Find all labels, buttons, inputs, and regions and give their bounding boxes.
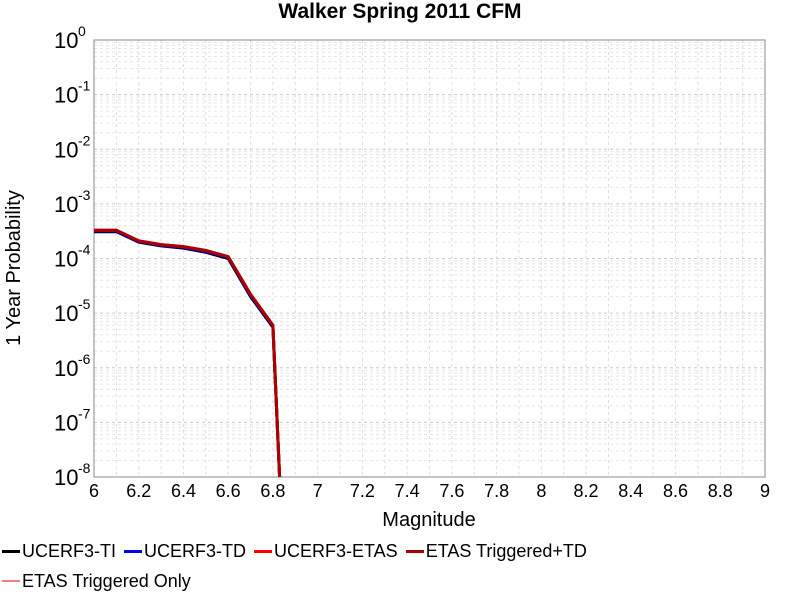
y-tick-exponent: -5 (78, 296, 91, 312)
y-tick-base: 10 (54, 137, 78, 162)
x-tick-label: 7.4 (395, 481, 420, 501)
x-tick-label: 7 (313, 481, 323, 501)
legend: UCERF3-TI UCERF3-TD UCERF3-ETAS ETAS Trigge… (0, 536, 800, 596)
y-tick-base: 10 (54, 410, 78, 435)
x-tick-label: 6 (89, 481, 99, 501)
y-tick-label: 10 0 (54, 23, 86, 53)
x-tick-label: 6.6 (216, 481, 241, 501)
y-tick-exponent: -6 (78, 351, 91, 367)
y-tick-label: 10 -5 (54, 296, 91, 326)
y-tick-base: 10 (54, 356, 78, 381)
x-tick-label: 8.6 (663, 481, 688, 501)
series-line-0 (94, 230, 282, 478)
x-tick-label: 7.8 (484, 481, 509, 501)
x-tick-label: 8.2 (574, 481, 599, 501)
plot-frame (93, 39, 766, 478)
legend-swatch (254, 549, 272, 553)
x-tick-label: 6.8 (260, 481, 285, 501)
y-tick-label: 10 -1 (54, 78, 91, 108)
grid (93, 40, 766, 478)
y-tick-base: 10 (54, 465, 78, 490)
chart: Walker Spring 2011 CFM 6 6.2 6.4 6.6 6.8 7 7.2… (3, 0, 770, 531)
y-tick-exponent: -1 (78, 78, 91, 94)
y-tick-exponent: 0 (78, 23, 86, 39)
y-axis-label: 1 Year Probability (3, 190, 25, 346)
x-axis-label: Magnitude (382, 509, 475, 531)
y-tick-label: 10 -3 (54, 187, 91, 217)
y-tick-base: 10 (54, 301, 78, 326)
x-tick-label: 8.4 (618, 481, 643, 501)
legend-label: UCERF3-ETAS (274, 540, 398, 561)
y-tick-exponent: -7 (78, 405, 91, 421)
legend-item: UCERF3-TI (0, 541, 116, 562)
y-tick-base: 10 (54, 83, 78, 108)
legend-row: UCERF3-TI UCERF3-TD UCERF3-ETAS ETAS Trigge… (0, 536, 800, 566)
legend-swatch (2, 549, 20, 553)
y-tick-exponent: -8 (78, 460, 91, 476)
y-tick-exponent: -4 (78, 242, 91, 258)
series-line-3 (94, 228, 282, 478)
y-tick-label: 10 -6 (54, 351, 91, 381)
x-ticks: 6 6.2 6.4 6.6 6.8 7 7.2 7.4 7.6 7.8 8 8.2 8.4 8.6 8.8 9 (89, 481, 770, 501)
series-group (94, 228, 282, 478)
series-line-1 (94, 229, 282, 478)
y-tick-label: 10 -7 (54, 405, 91, 435)
legend-item: UCERF3-ETAS (252, 541, 398, 562)
y-tick-base: 10 (54, 28, 78, 53)
x-tick-label: 7.6 (439, 481, 464, 501)
x-tick-label: 8 (536, 481, 546, 501)
legend-label: ETAS Triggered Only (22, 570, 191, 591)
x-tick-label: 8.8 (708, 481, 733, 501)
legend-swatch (124, 549, 142, 553)
y-tick-label: 10 -4 (54, 242, 91, 272)
legend-swatch (405, 549, 424, 553)
x-tick-label: 9 (760, 481, 770, 501)
y-tick-base: 10 (54, 247, 78, 272)
y-tick-label: 10 -8 (54, 460, 91, 490)
y-tick-exponent: -3 (78, 187, 91, 203)
legend-label: UCERF3-TI (22, 540, 116, 561)
chart-title: Walker Spring 2011 CFM (278, 0, 521, 23)
legend-label: UCERF3-TD (144, 540, 246, 561)
x-tick-label: 6.4 (171, 481, 196, 501)
x-tick-label: 7.2 (350, 481, 375, 501)
y-tick-exponent: -2 (78, 132, 91, 148)
y-tick-base: 10 (54, 192, 78, 217)
legend-label: ETAS Triggered+TD (425, 540, 587, 561)
y-tick-label: 10 -2 (54, 132, 91, 162)
legend-swatch (2, 580, 20, 582)
legend-item: UCERF3-TD (122, 541, 246, 562)
legend-item: ETAS Triggered Only (0, 571, 191, 592)
legend-row: ETAS Triggered Only (0, 566, 800, 596)
legend-item: ETAS Triggered+TD (404, 541, 587, 562)
x-tick-label: 6.2 (126, 481, 151, 501)
